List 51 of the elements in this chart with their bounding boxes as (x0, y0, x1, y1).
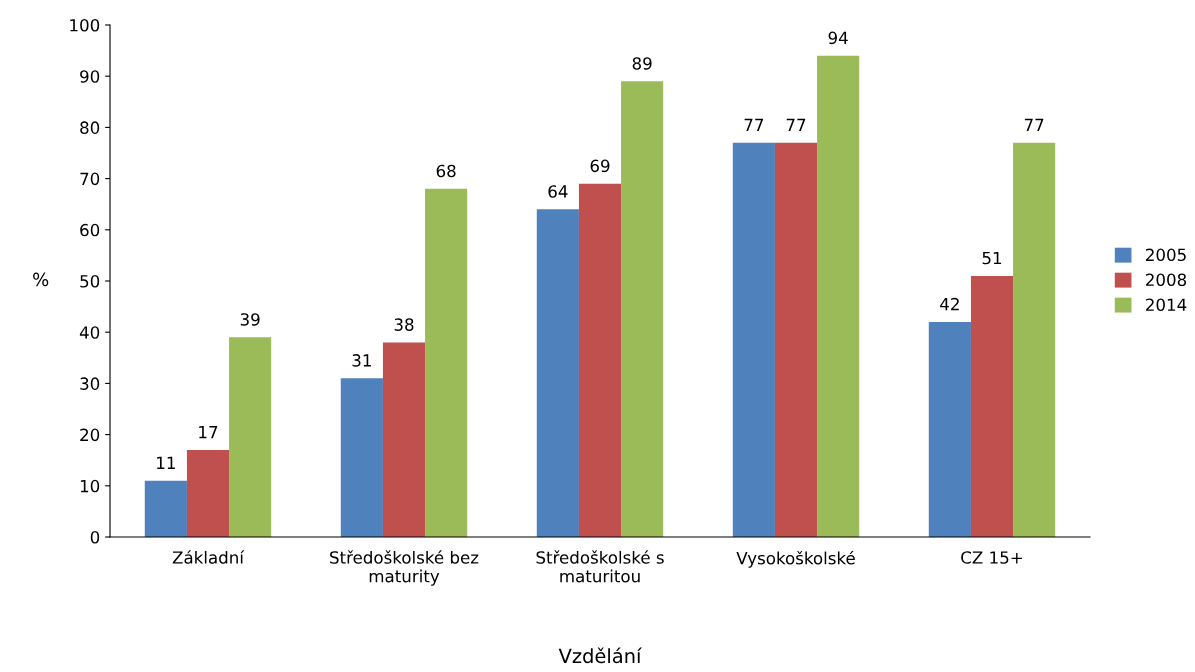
data-label: 38 (394, 318, 414, 331)
y-tick-label: 60 (80, 223, 100, 237)
y-tick-label: 100 (70, 18, 100, 32)
data-label: 77 (1024, 118, 1044, 131)
x-tick-label: Středoškolské bez maturity (330, 550, 479, 586)
legend-label: 2008 (1146, 273, 1187, 287)
bar (928, 321, 971, 537)
bar (774, 142, 818, 537)
y-tick-label: 0 (90, 530, 100, 544)
x-tick-label: Vysokoškolské (736, 550, 855, 568)
bar (382, 342, 426, 537)
data-label: 51 (982, 251, 1002, 265)
bar (817, 55, 860, 537)
x-tick-label: Základní (172, 550, 245, 564)
data-label: 31 (352, 354, 371, 367)
bar (186, 449, 230, 537)
y-tick-label: 20 (80, 428, 100, 442)
bar (340, 378, 383, 537)
x-axis-title: Vzdělání (558, 647, 642, 664)
data-label: 17 (199, 426, 218, 439)
y-tick-label: 80 (80, 121, 100, 134)
y-tick-label: 10 (80, 479, 100, 493)
x-tick-label: CZ 15+ (961, 551, 1022, 564)
data-label: 69 (590, 159, 610, 173)
data-label: 77 (786, 118, 806, 131)
bar (578, 183, 622, 537)
bar (425, 188, 468, 537)
legend-label: 2005 (1146, 248, 1186, 262)
data-label: 94 (828, 31, 848, 45)
bar (144, 480, 187, 537)
y-axis-title: % (33, 272, 49, 287)
y-tick-label: 40 (79, 326, 100, 339)
data-label: 39 (240, 313, 260, 326)
legend-label: 2014 (1146, 298, 1187, 312)
bar (536, 209, 579, 537)
y-tick-label: 30 (80, 377, 100, 390)
data-label: 89 (632, 57, 652, 70)
data-label: 68 (436, 164, 456, 178)
bar (1013, 142, 1056, 537)
data-label: 42 (940, 297, 959, 311)
data-label: 64 (548, 185, 568, 198)
bar (229, 337, 272, 537)
data-label: 77 (744, 118, 764, 131)
data-label: 11 (157, 456, 175, 469)
y-tick-label: 90 (80, 70, 100, 83)
y-tick-label: 70 (80, 172, 100, 186)
y-tick-label: 50 (80, 274, 100, 288)
bar (732, 142, 775, 537)
bar (621, 81, 664, 537)
bar (970, 275, 1014, 537)
x-tick-label: Středoškolské s maturitou (536, 550, 664, 583)
